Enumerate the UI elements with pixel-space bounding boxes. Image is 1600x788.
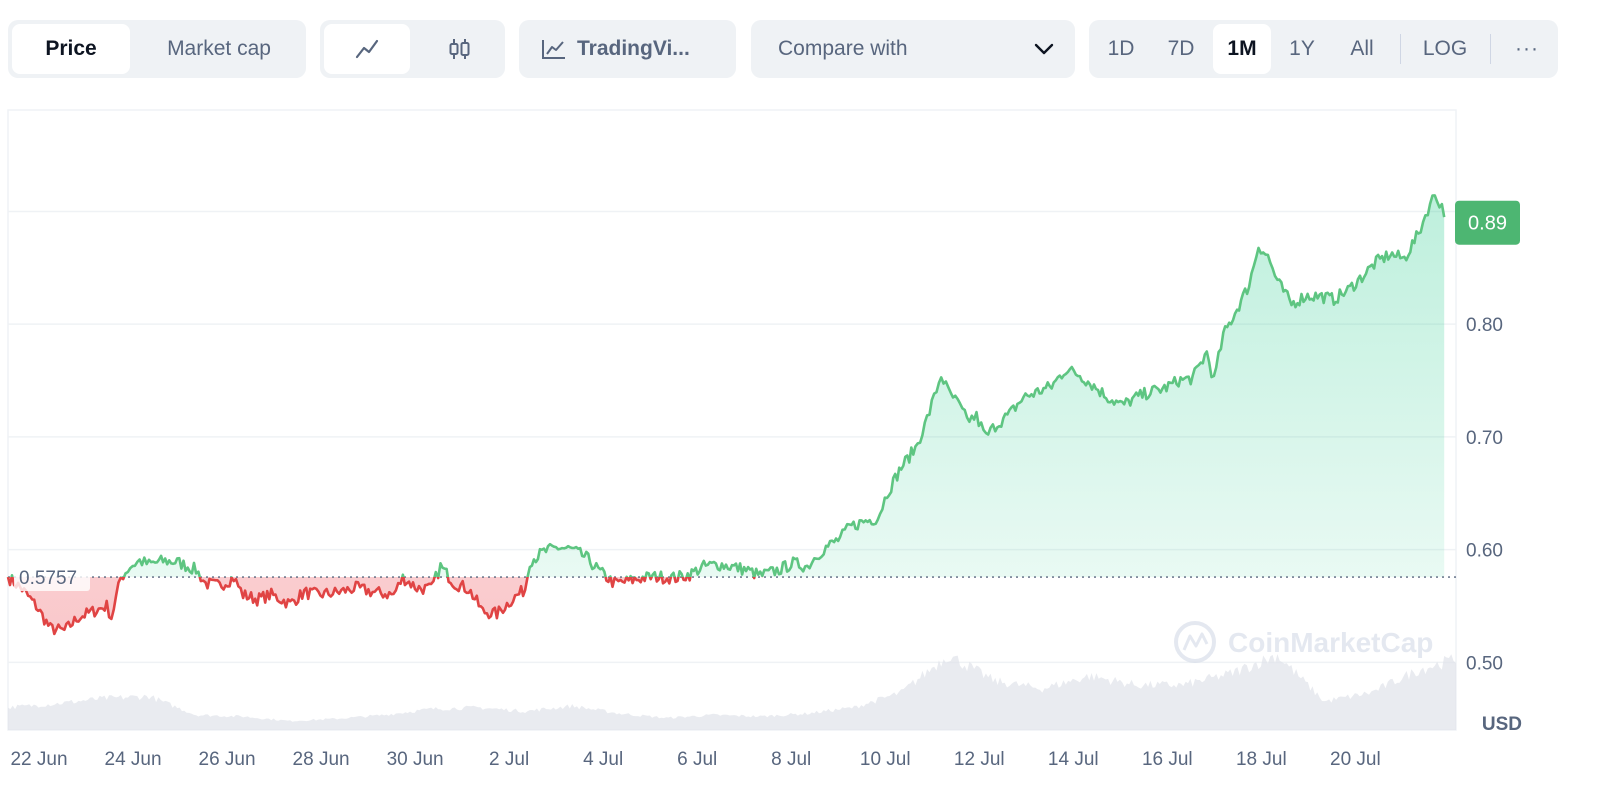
x-tick-label: 30 Jun	[387, 749, 444, 770]
price-area-up	[8, 195, 1445, 578]
watermark-text: CoinMarketCap	[1228, 627, 1433, 658]
current-price-label: 0.89	[1468, 213, 1507, 235]
more-options-button[interactable]: ···	[1515, 37, 1539, 60]
tab-market-cap[interactable]: Market cap	[167, 37, 271, 60]
compare-dropdown[interactable]: Compare with	[751, 20, 1075, 78]
y-axis: 0.50 0.60 0.70 0.80	[1466, 315, 1503, 674]
y-tick-label: 0.70	[1466, 428, 1503, 449]
x-tick-label: 10 Jul	[860, 749, 911, 770]
tab-price[interactable]: Price	[12, 24, 130, 74]
range-1y[interactable]: 1Y	[1289, 37, 1315, 60]
x-tick-label: 20 Jul	[1330, 749, 1381, 770]
price-line-up	[7, 194, 1446, 578]
coinmarketcap-watermark: CoinMarketCap	[1174, 621, 1433, 663]
x-tick-label: 22 Jun	[10, 749, 67, 770]
more-divider	[1490, 34, 1491, 64]
compare-label: Compare with	[778, 37, 908, 60]
x-tick-label: 8 Jul	[771, 749, 811, 770]
volume-bars	[8, 654, 1456, 730]
x-axis: 22 Jun 24 Jun 26 Jun 28 Jun 30 Jun 2 Jul 4 Jul…	[10, 749, 1380, 770]
volume-area	[8, 654, 1456, 730]
price-line-down	[6, 577, 763, 636]
area-chart-icon	[542, 40, 565, 59]
x-tick-label: 2 Jul	[489, 749, 529, 770]
x-tick-label: 24 Jun	[105, 749, 162, 770]
x-tick-label: 16 Jul	[1142, 749, 1193, 770]
x-tick-label: 18 Jul	[1236, 749, 1287, 770]
range-divider	[1400, 34, 1401, 64]
currency-label: USD	[1482, 714, 1522, 735]
coinmarketcap-logo-icon	[1174, 621, 1216, 663]
tradingview-button[interactable]: TradingVi...	[519, 20, 736, 78]
log-scale-toggle[interactable]: LOG	[1422, 37, 1468, 60]
x-tick-label: 28 Jun	[293, 749, 350, 770]
chart-style-toggle	[320, 20, 505, 78]
x-tick-label: 6 Jul	[677, 749, 717, 770]
x-tick-label: 12 Jul	[954, 749, 1005, 770]
candlestick-icon	[449, 39, 469, 59]
candlestick-chart-button[interactable]	[416, 24, 501, 74]
current-price-tag	[1455, 200, 1520, 245]
y-tick-label: 0.80	[1466, 315, 1503, 336]
range-1m[interactable]: 1M	[1213, 24, 1271, 74]
x-tick-label: 4 Jul	[583, 749, 623, 770]
y-tick-label: 0.60	[1466, 541, 1503, 562]
range-all[interactable]: All	[1350, 37, 1374, 60]
chart-type-toggle: Price Market cap	[8, 20, 306, 78]
x-tick-label: 26 Jun	[199, 749, 256, 770]
x-tick-label: 14 Jul	[1048, 749, 1099, 770]
tradingview-label: TradingVi...	[577, 37, 690, 60]
baseline-label: 0.5757	[19, 568, 77, 589]
y-tick-label: 0.50	[1466, 653, 1503, 674]
line-chart-icon	[355, 39, 379, 59]
chevron-down-icon	[1034, 43, 1054, 55]
range-1d[interactable]: 1D	[1107, 37, 1135, 60]
range-7d[interactable]: 7D	[1167, 37, 1195, 60]
line-chart-button[interactable]	[324, 24, 410, 74]
time-range-selector: 1D 7D 1M 1Y All LOG ···	[1089, 20, 1558, 78]
baseline-label-bg	[14, 563, 90, 592]
price-line	[6, 194, 1446, 636]
